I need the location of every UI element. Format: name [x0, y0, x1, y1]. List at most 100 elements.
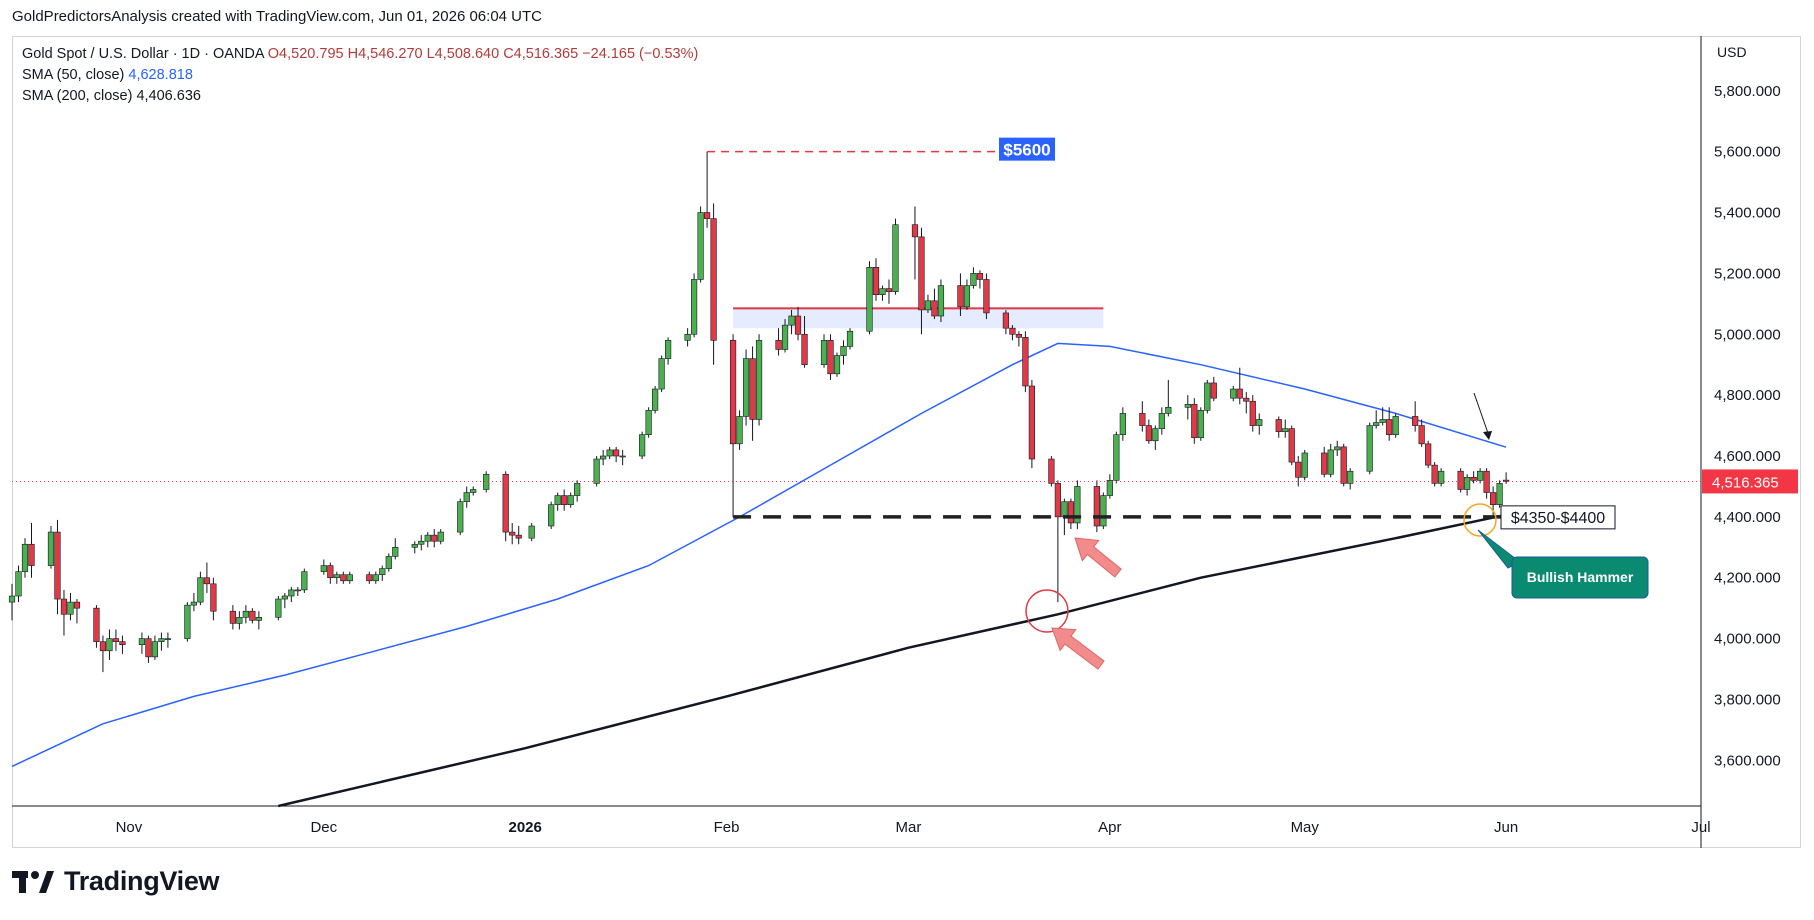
- candle: [1015, 331, 1023, 347]
- candle: [119, 635, 126, 654]
- candle-body: [1022, 337, 1029, 387]
- candle-body: [1165, 407, 1172, 414]
- ohlc-values: O4,520.795 H4,546.270 L4,508.640 C4,516.…: [267, 46, 699, 62]
- candle-body: [67, 601, 74, 615]
- candle-body: [437, 531, 444, 542]
- candle-body: [151, 641, 159, 658]
- time-tick-label: Jun: [1494, 819, 1518, 836]
- candle-body: [54, 531, 61, 600]
- candle: [1490, 486, 1497, 517]
- candle: [775, 328, 782, 356]
- candle-body: [1347, 470, 1354, 484]
- candle: [340, 571, 347, 584]
- candle: [1275, 416, 1282, 438]
- tradingview-logo-icon: [12, 870, 54, 893]
- candle: [1236, 367, 1243, 405]
- price-tick-label: 5,800.000: [1714, 83, 1781, 100]
- candle: [255, 611, 262, 630]
- candle: [184, 602, 191, 642]
- candle: [1022, 331, 1029, 393]
- candle: [1418, 419, 1425, 447]
- resistance-zone: [733, 306, 1104, 329]
- candle-body: [1009, 327, 1016, 335]
- price-tick-label: 4,200.000: [1714, 570, 1781, 587]
- candle: [372, 571, 379, 584]
- candle: [158, 632, 165, 651]
- candle: [1113, 431, 1120, 484]
- candle-body: [229, 610, 236, 624]
- candle-body: [106, 638, 113, 652]
- candle: [385, 553, 392, 572]
- candle: [1340, 443, 1347, 487]
- price-tick-label: 3,800.000: [1714, 691, 1781, 708]
- candle-body: [1288, 428, 1295, 463]
- candle: [1204, 379, 1211, 414]
- candle-body: [15, 571, 22, 597]
- candle: [1054, 480, 1061, 603]
- candle: [1074, 480, 1081, 530]
- candle-body: [658, 358, 665, 390]
- currency-selector[interactable]: USD: [1717, 44, 1747, 60]
- candle: [645, 407, 652, 438]
- candle: [333, 571, 340, 584]
- candle: [1165, 379, 1172, 417]
- support-label-box: [1500, 505, 1616, 530]
- candle: [470, 486, 477, 496]
- candle: [1334, 440, 1341, 456]
- candle: [1496, 480, 1503, 508]
- candle-body: [1152, 428, 1159, 442]
- price-axis: 3,600.000 3,800.000 4,000.000 4,200.000 4,40…: [1702, 83, 1798, 769]
- candle: [866, 261, 873, 335]
- candle-body: [1158, 413, 1165, 429]
- candle-body: [788, 315, 795, 326]
- candle-body: [1139, 413, 1146, 426]
- candle: [151, 635, 159, 660]
- candle: [924, 294, 932, 313]
- candle: [54, 519, 61, 615]
- time-tick-label: Apr: [1098, 819, 1121, 836]
- candle-body: [1477, 470, 1484, 481]
- candle-body: [1301, 452, 1308, 478]
- time-axis: Nov Dec 2026 Feb Mar Apr May Jun Jul: [116, 819, 1711, 836]
- candle-body: [372, 574, 379, 582]
- candle: [1152, 425, 1159, 450]
- candle-body: [892, 224, 899, 292]
- candle-body: [515, 534, 522, 539]
- candle: [210, 577, 217, 621]
- candle: [788, 309, 795, 335]
- candle: [697, 206, 704, 283]
- sma200-touch-circle: [1025, 589, 1069, 633]
- candle: [249, 608, 256, 624]
- candle: [937, 279, 945, 323]
- chart-frame: [12, 36, 1801, 848]
- candle-body: [502, 473, 509, 533]
- candle: [229, 605, 236, 630]
- candle: [1327, 443, 1334, 478]
- candle: [600, 449, 607, 466]
- candle-body: [593, 458, 600, 484]
- candle: [1106, 474, 1113, 499]
- candle: [327, 562, 334, 584]
- tradingview-brand[interactable]: TradingView: [12, 866, 220, 897]
- candle-body: [1145, 425, 1152, 442]
- price-tick-label: 4,000.000: [1714, 631, 1781, 648]
- price-tick-label: 4,800.000: [1714, 387, 1781, 404]
- candle-body: [801, 333, 808, 365]
- candle-body: [1191, 403, 1198, 439]
- candle-body: [931, 300, 938, 317]
- candle: [294, 586, 301, 596]
- candle-body: [645, 410, 652, 435]
- candle: [1379, 407, 1386, 426]
- candle-body: [184, 604, 191, 639]
- candle-body: [833, 355, 841, 375]
- candle: [431, 529, 438, 548]
- candle-body: [970, 273, 977, 286]
- candle-body: [1431, 464, 1438, 484]
- candle-body: [1113, 434, 1120, 481]
- candle-body: [1093, 486, 1100, 527]
- candle-body: [1496, 483, 1503, 505]
- last-price-tag: [1702, 469, 1798, 494]
- candle: [301, 568, 308, 593]
- candle-body: [528, 525, 535, 539]
